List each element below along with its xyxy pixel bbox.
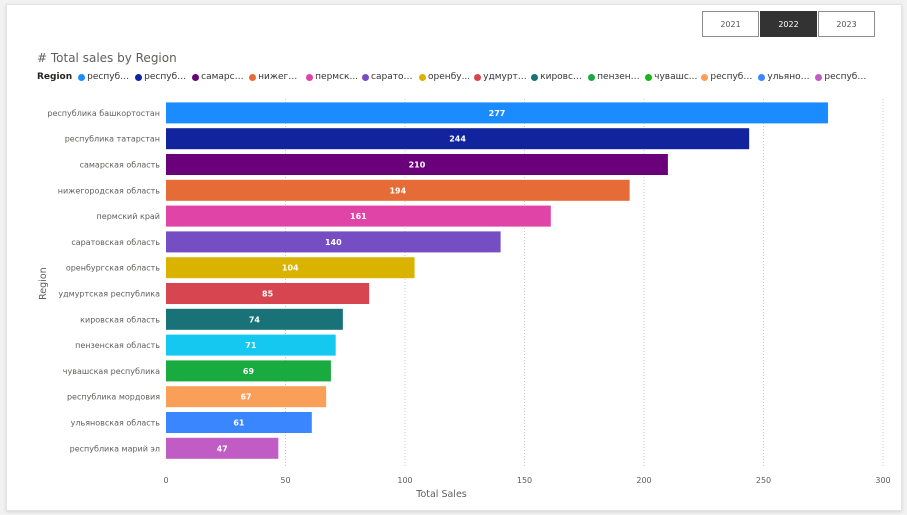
bar[interactable]: [166, 437, 279, 459]
legend-marker: [474, 73, 482, 81]
legend-marker: [588, 73, 596, 81]
legend-item[interactable]: нижего...: [249, 72, 302, 82]
category-label: кировская область: [80, 315, 160, 324]
chart-panel: [6, 4, 902, 511]
legend-item[interactable]: саратовс...: [362, 72, 415, 82]
legend-marker: [78, 73, 86, 81]
legend-item[interactable]: пермск...: [306, 72, 358, 82]
x-tick-label: 100: [397, 476, 412, 485]
bar[interactable]: [166, 231, 501, 253]
bar[interactable]: [166, 386, 327, 408]
bar[interactable]: [166, 128, 750, 150]
data-label: 277: [489, 109, 506, 118]
bar[interactable]: [166, 102, 829, 124]
bar[interactable]: [166, 412, 312, 433]
year-2023-button[interactable]: 2023: [818, 11, 875, 37]
legend-marker: [419, 73, 427, 81]
data-label: 244: [449, 135, 466, 144]
legend-marker: [758, 73, 766, 81]
bar[interactable]: [166, 257, 415, 279]
legend-item[interactable]: удмуртск...: [474, 72, 527, 82]
data-label: 85: [262, 290, 274, 299]
category-label: чувашская республика: [63, 367, 160, 376]
year-2022-button[interactable]: 2022: [760, 11, 817, 37]
legend-marker: [645, 73, 653, 81]
category-label: нижегородская область: [58, 186, 161, 195]
data-label: 104: [282, 264, 299, 273]
legend-item[interactable]: республ...: [701, 72, 754, 82]
x-tick-label: 50: [280, 476, 290, 485]
bar[interactable]: [166, 334, 336, 356]
legend-marker: [815, 73, 823, 81]
x-tick-label: 200: [636, 476, 651, 485]
category-label: республика башкортостан: [47, 109, 160, 118]
legend-marker: [531, 73, 539, 81]
data-label: 74: [249, 315, 261, 324]
x-tick-label: 300: [875, 476, 890, 485]
category-label: ульяновская область: [71, 419, 161, 428]
bar[interactable]: [166, 179, 630, 201]
bar[interactable]: [166, 154, 668, 175]
data-label: 47: [217, 444, 228, 453]
bar[interactable]: [166, 360, 331, 382]
legend-marker: [135, 73, 143, 81]
legend-marker: [306, 73, 314, 81]
chart-title: # Total sales by Region: [37, 51, 177, 65]
category-label: самарская область: [80, 161, 161, 170]
legend-item[interactable]: оренбу...: [419, 72, 470, 82]
x-tick-label: 150: [517, 476, 532, 485]
category-label: удмуртская республика: [58, 290, 160, 299]
legend-item[interactable]: кировск...: [531, 72, 584, 82]
legend-marker: [701, 73, 709, 81]
legend-item[interactable]: чувашс...: [645, 72, 697, 82]
data-label: 69: [243, 367, 255, 376]
legend-marker: [192, 73, 200, 81]
legend-item[interactable]: пензенс...: [588, 72, 641, 82]
x-tick-label: 0: [163, 476, 168, 485]
x-axis-title: Total Sales: [415, 489, 467, 500]
data-label: 61: [233, 419, 245, 428]
data-label: 161: [350, 212, 367, 221]
legend-marker: [249, 73, 257, 81]
bar[interactable]: [166, 283, 370, 304]
data-label: 210: [409, 161, 426, 170]
category-label: пензенская область: [75, 341, 160, 350]
data-label: 140: [325, 238, 342, 247]
legend-item[interactable]: ульяновс...: [758, 72, 811, 82]
year-slicer: 2021 2022 2023: [702, 11, 876, 37]
category-label: оренбургская область: [66, 264, 160, 273]
legend-item[interactable]: республ...: [78, 72, 131, 82]
legend-marker: [362, 73, 370, 81]
category-label: республика мордовия: [67, 393, 160, 402]
data-label: 67: [240, 393, 251, 402]
category-label: республика татарстан: [65, 135, 160, 144]
legend-item[interactable]: республ...: [815, 72, 868, 82]
bar[interactable]: [166, 205, 551, 227]
x-tick-label: 250: [756, 476, 771, 485]
category-label: республика марий эл: [70, 444, 160, 453]
legend-title: Region: [37, 72, 73, 82]
chart-legend[interactable]: Region республ... республ... самарска... ни…: [37, 72, 897, 82]
data-label: 194: [389, 186, 406, 195]
category-label: пермский край: [97, 212, 160, 221]
y-axis-title: Region: [38, 267, 49, 300]
category-label: саратовская область: [71, 238, 160, 247]
legend-item[interactable]: республ...: [135, 72, 188, 82]
legend-items: республ... республ... самарска... нижего...…: [78, 72, 872, 82]
data-label: 71: [245, 341, 257, 350]
bar[interactable]: [166, 308, 343, 330]
year-2021-button[interactable]: 2021: [702, 11, 759, 37]
legend-item[interactable]: самарска...: [192, 72, 245, 82]
